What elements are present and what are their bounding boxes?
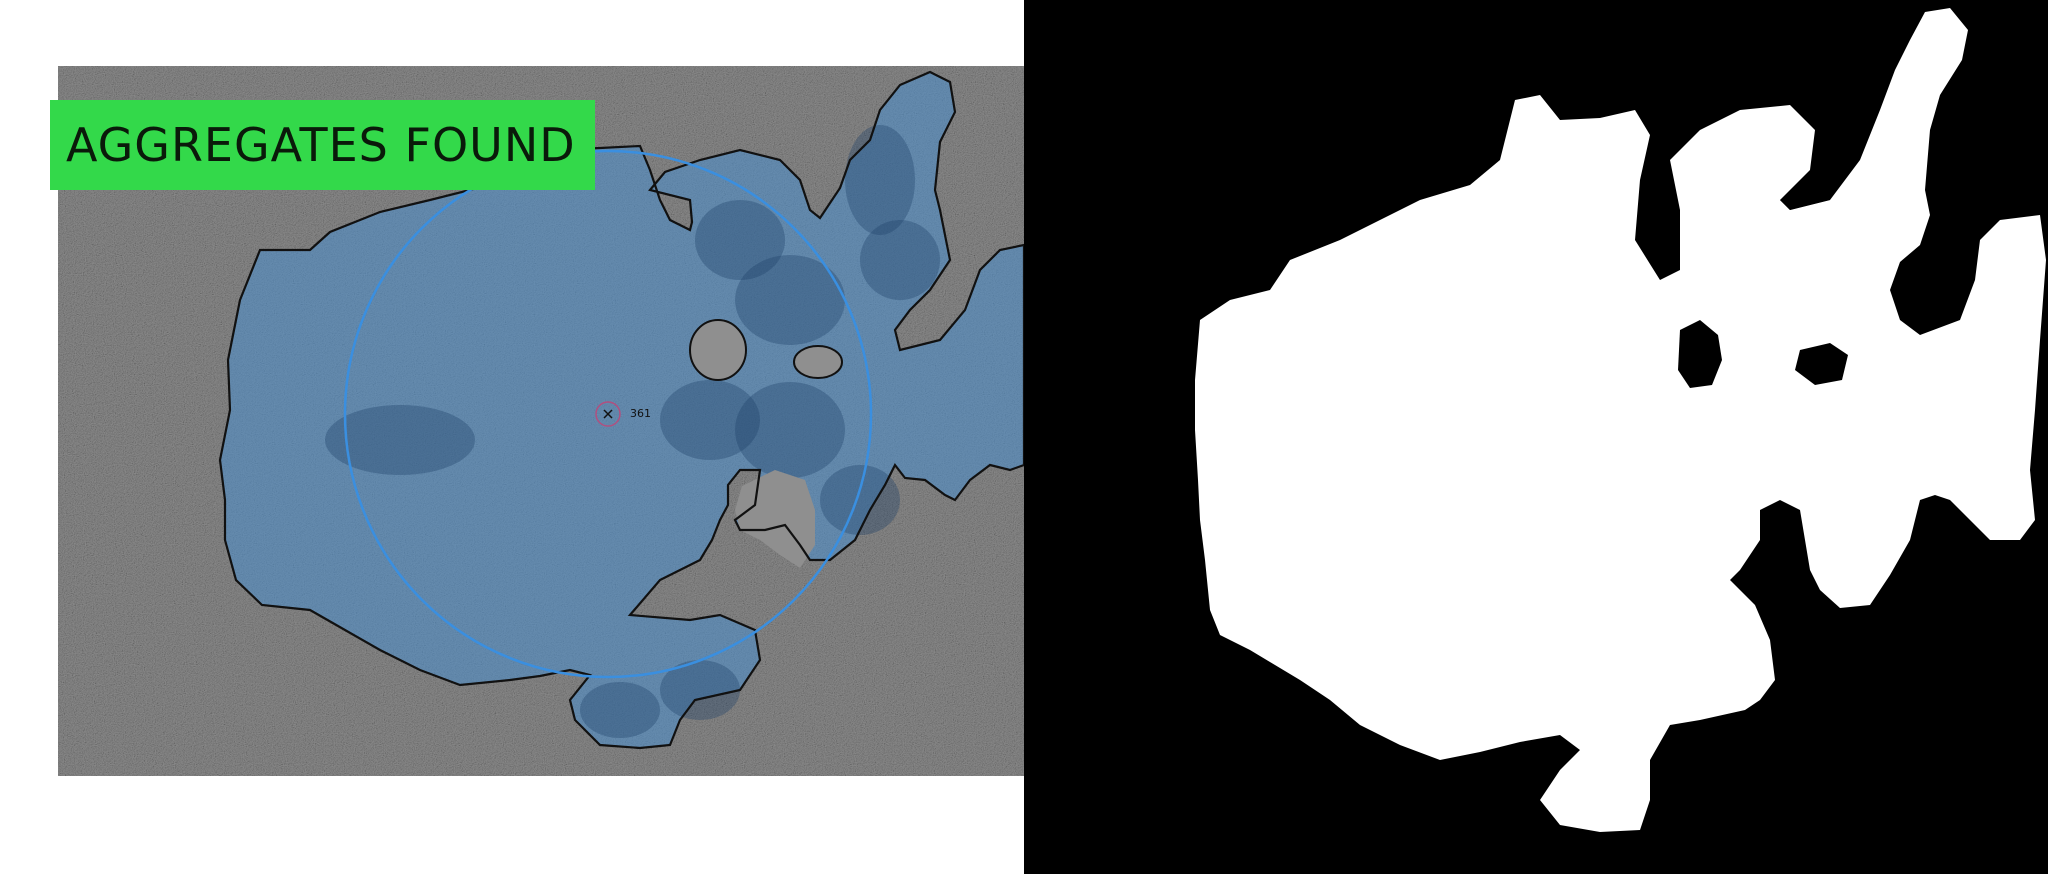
- center-marker-ring: [595, 401, 621, 427]
- binary-mask-panel: [1024, 0, 2048, 874]
- micrograph-panel: AGGREGATES FOUND 361: [50, 66, 1024, 776]
- binary-mask-svg: [1024, 0, 2048, 874]
- fitted-circle: [343, 149, 873, 679]
- detection-banner-text: AGGREGATES FOUND: [66, 118, 576, 172]
- mask-foreground: [1195, 8, 2046, 832]
- mask-holes: [1678, 190, 1848, 388]
- hole-outlines: [689, 319, 843, 381]
- detection-banner: AGGREGATES FOUND: [50, 100, 595, 190]
- holes: [690, 320, 842, 568]
- center-marker-cross: [603, 409, 613, 419]
- center-marker-label: 361: [630, 407, 651, 420]
- particle-clusters: [325, 125, 940, 738]
